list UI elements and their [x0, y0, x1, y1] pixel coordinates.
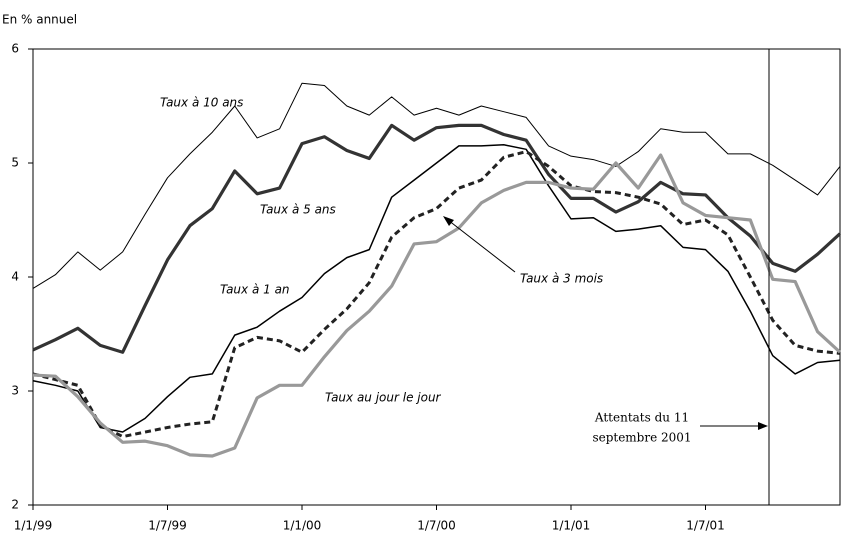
y-tick-label: 4 — [11, 270, 19, 284]
series-line — [32, 144, 841, 433]
y-tick-label: 5 — [11, 156, 19, 170]
label-arrow — [447, 219, 516, 273]
series-line — [32, 82, 841, 289]
x-tick-label: 1/7/00 — [417, 519, 456, 533]
arrow-head — [443, 216, 454, 226]
x-tick-label: 1/1/01 — [552, 519, 591, 533]
plot-frame — [32, 48, 841, 506]
series-line — [32, 153, 841, 458]
x-tick-label: 1/7/01 — [686, 519, 725, 533]
series-line — [32, 150, 841, 439]
event-annotation: septembre 2001 — [592, 431, 691, 445]
y-tick-label: 2 — [11, 498, 19, 512]
series-line — [32, 123, 841, 354]
y-axis-label: En % annuel — [2, 13, 77, 27]
event-annotation: Attentats du 11 — [594, 411, 689, 425]
series-label: Taux à 1 an — [220, 283, 290, 297]
series-label: Taux à 10 ans — [160, 96, 243, 110]
series-label: Taux au jour le jour — [325, 391, 442, 405]
x-tick-label: 1/1/99 — [14, 519, 53, 533]
series-label: Taux à 5 ans — [260, 203, 336, 217]
y-tick-label: 6 — [11, 42, 19, 56]
event-arrow-head — [758, 422, 768, 430]
x-tick-label: 1/7/99 — [148, 519, 187, 533]
y-tick-label: 3 — [11, 384, 19, 398]
x-tick-label: 1/1/00 — [283, 519, 322, 533]
series-label: Taux à 3 mois — [520, 272, 603, 286]
